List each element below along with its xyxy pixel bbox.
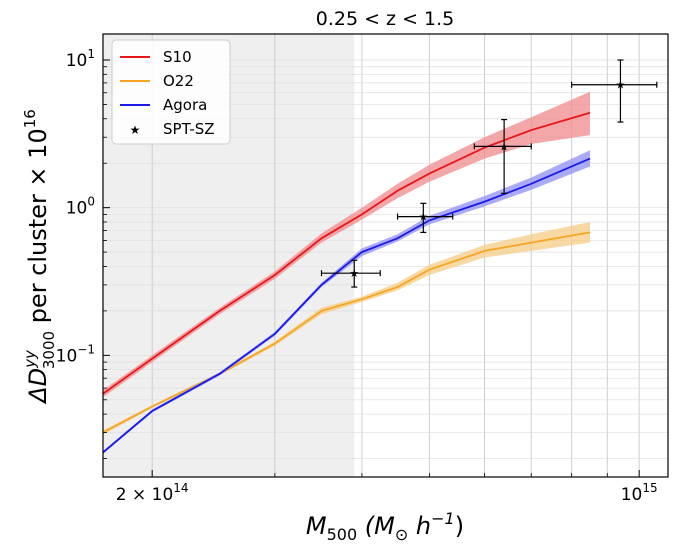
band-o22 xyxy=(103,222,590,435)
star-marker: ★ xyxy=(418,211,428,224)
axes: 2 × 1014 1015 10−1 100 101 xyxy=(56,47,658,505)
y-tick-label: 101 xyxy=(66,47,95,71)
legend-item-o22: O22 xyxy=(120,72,194,90)
legend-item-spt-sz: ★ SPT-SZ xyxy=(130,120,215,138)
x-tick-label: 2 × 1014 xyxy=(116,481,189,505)
series-line-agora xyxy=(103,157,591,454)
star-marker: ★ xyxy=(499,140,509,153)
data-point: ★ xyxy=(473,118,532,194)
data-point: ★ xyxy=(396,202,454,234)
data-point: ★ xyxy=(571,59,658,123)
legend-label: S10 xyxy=(163,48,192,66)
y-axis-label: ΔDyy3000 per cluster × 1016 xyxy=(21,109,58,405)
chart-title: 0.25 < z < 1.5 xyxy=(316,8,455,30)
legend-label: SPT-SZ xyxy=(163,120,215,138)
data-point: ★ xyxy=(320,259,381,288)
star-marker: ★ xyxy=(349,267,359,280)
legend-item-s10: S10 xyxy=(120,48,192,66)
x-axis-label: M500 (M⊙ h−1) xyxy=(306,509,464,544)
legend-item-agora: Agora xyxy=(120,96,207,114)
star-marker: ★ xyxy=(616,79,626,92)
legend-label: O22 xyxy=(163,72,194,90)
band-s10 xyxy=(103,91,590,398)
legend-label: Agora xyxy=(163,96,207,114)
plot-frame xyxy=(102,33,669,478)
y-tick-label: 100 xyxy=(66,195,95,219)
legend-marker: ★ xyxy=(130,123,141,137)
series-line-s10 xyxy=(103,111,591,395)
y-tick-label: 10−1 xyxy=(56,342,95,366)
legend-box xyxy=(111,39,231,145)
legend: S10 O22 Agora ★ SPT-SZ xyxy=(111,39,231,145)
x-tick-label: 1015 xyxy=(621,481,658,505)
band-agora xyxy=(103,150,590,454)
